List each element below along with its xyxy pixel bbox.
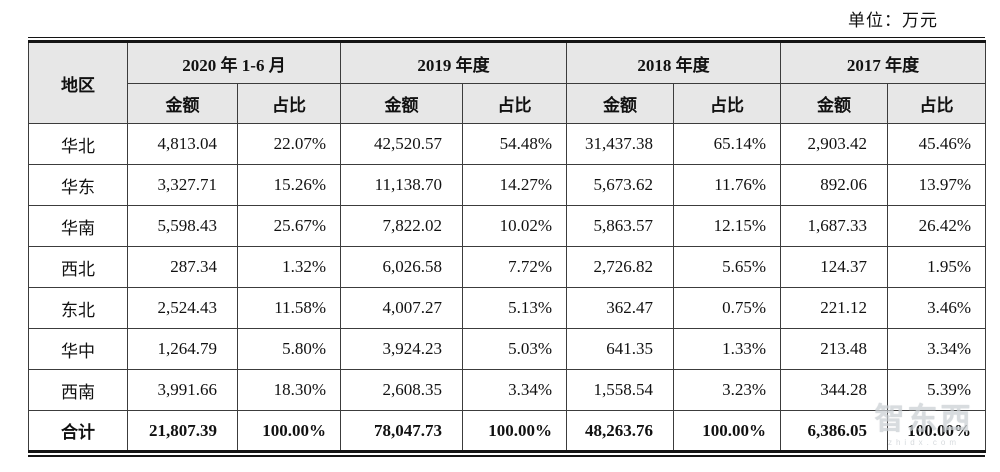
region-cell: 华北 bbox=[28, 123, 128, 165]
ratio-cell: 45.46% bbox=[887, 123, 987, 165]
col-header-amount-2019: 金额 bbox=[340, 83, 464, 124]
col-header-period-2017: 2017 年度 bbox=[780, 41, 987, 84]
amount-cell: 1,687.33 bbox=[780, 205, 889, 247]
ratio-cell: 1.33% bbox=[673, 328, 782, 370]
amount-cell: 5,673.62 bbox=[566, 164, 675, 206]
amount-cell: 287.34 bbox=[127, 246, 238, 288]
region-cell: 华南 bbox=[28, 205, 128, 247]
region-cell: 西南 bbox=[28, 369, 128, 411]
amount-cell: 78,047.73 bbox=[340, 410, 464, 452]
amount-cell: 2,726.82 bbox=[566, 246, 675, 288]
amount-cell: 213.48 bbox=[780, 328, 889, 370]
col-header-ratio-2019: 占比 bbox=[462, 83, 568, 124]
col-header-period-2019: 2019 年度 bbox=[340, 41, 568, 84]
regional-data-table: 地区 2020 年 1-6 月 2019 年度 2018 年度 2017 年度 … bbox=[28, 40, 987, 453]
col-header-amount-2018: 金额 bbox=[566, 83, 675, 124]
ratio-cell: 13.97% bbox=[887, 164, 987, 206]
ratio-cell: 3.34% bbox=[462, 369, 568, 411]
amount-cell: 124.37 bbox=[780, 246, 889, 288]
amount-cell: 892.06 bbox=[780, 164, 889, 206]
ratio-cell: 15.26% bbox=[236, 164, 342, 206]
ratio-cell: 1.95% bbox=[887, 246, 987, 288]
amount-cell: 6,386.05 bbox=[780, 410, 889, 452]
amount-cell: 1,264.79 bbox=[127, 328, 238, 370]
amount-cell: 3,924.23 bbox=[340, 328, 464, 370]
ratio-cell: 3.23% bbox=[673, 369, 782, 411]
ratio-cell: 26.42% bbox=[887, 205, 987, 247]
ratio-cell: 5.13% bbox=[462, 287, 568, 329]
ratio-cell: 10.02% bbox=[462, 205, 568, 247]
col-header-amount-2017: 金额 bbox=[780, 83, 889, 124]
col-header-region: 地区 bbox=[28, 41, 128, 124]
amount-cell: 5,863.57 bbox=[566, 205, 675, 247]
table-row-dongbei: 东北 2,524.43 11.58% 4,007.27 5.13% 362.47… bbox=[28, 287, 987, 329]
ratio-cell: 100.00% bbox=[462, 410, 568, 452]
table-row-huadong: 华东 3,327.71 15.26% 11,138.70 14.27% 5,67… bbox=[28, 164, 987, 206]
regional-data-table-wrap: 地区 2020 年 1-6 月 2019 年度 2018 年度 2017 年度 … bbox=[28, 37, 987, 457]
col-header-period-2020: 2020 年 1-6 月 bbox=[126, 41, 342, 84]
table-row-xinan: 西南 3,991.66 18.30% 2,608.35 3.34% 1,558.… bbox=[28, 369, 987, 411]
amount-cell: 2,608.35 bbox=[340, 369, 464, 411]
ratio-cell: 1.32% bbox=[236, 246, 342, 288]
amount-cell: 48,263.76 bbox=[566, 410, 675, 452]
ratio-cell: 14.27% bbox=[462, 164, 568, 206]
ratio-cell: 5.80% bbox=[236, 328, 342, 370]
amount-cell: 11,138.70 bbox=[340, 164, 464, 206]
unit-label: 单位：万元 bbox=[848, 11, 938, 30]
ratio-cell: 5.65% bbox=[673, 246, 782, 288]
region-cell-total: 合计 bbox=[28, 410, 128, 452]
region-cell: 西北 bbox=[28, 246, 128, 288]
amount-cell: 6,026.58 bbox=[340, 246, 464, 288]
ratio-cell: 100.00% bbox=[887, 410, 987, 452]
amount-cell: 7,822.02 bbox=[340, 205, 464, 247]
ratio-cell: 0.75% bbox=[673, 287, 782, 329]
ratio-cell: 3.46% bbox=[887, 287, 987, 329]
col-header-period-2018: 2018 年度 bbox=[566, 41, 782, 84]
ratio-cell: 22.07% bbox=[236, 123, 342, 165]
amount-cell: 221.12 bbox=[780, 287, 889, 329]
table-row-huazhong: 华中 1,264.79 5.80% 3,924.23 5.03% 641.35 … bbox=[28, 328, 987, 370]
amount-cell: 3,327.71 bbox=[127, 164, 238, 206]
ratio-cell: 5.39% bbox=[887, 369, 987, 411]
col-header-ratio-2017: 占比 bbox=[887, 83, 987, 124]
amount-cell: 2,524.43 bbox=[127, 287, 238, 329]
ratio-cell: 11.58% bbox=[236, 287, 342, 329]
ratio-cell: 3.34% bbox=[887, 328, 987, 370]
ratio-cell: 65.14% bbox=[673, 123, 782, 165]
table-row-total: 合计 21,807.39 100.00% 78,047.73 100.00% 4… bbox=[28, 410, 987, 452]
amount-cell: 4,007.27 bbox=[340, 287, 464, 329]
region-cell: 东北 bbox=[28, 287, 128, 329]
amount-cell: 21,807.39 bbox=[127, 410, 238, 452]
table-row-xibei: 西北 287.34 1.32% 6,026.58 7.72% 2,726.82 … bbox=[28, 246, 987, 288]
amount-cell: 42,520.57 bbox=[340, 123, 464, 165]
amount-cell: 3,991.66 bbox=[127, 369, 238, 411]
ratio-cell: 12.15% bbox=[673, 205, 782, 247]
region-cell: 华中 bbox=[28, 328, 128, 370]
ratio-cell: 7.72% bbox=[462, 246, 568, 288]
ratio-cell: 100.00% bbox=[236, 410, 342, 452]
ratio-cell: 25.67% bbox=[236, 205, 342, 247]
amount-cell: 362.47 bbox=[566, 287, 675, 329]
table-row-huanan: 华南 5,598.43 25.67% 7,822.02 10.02% 5,863… bbox=[28, 205, 987, 247]
ratio-cell: 5.03% bbox=[462, 328, 568, 370]
amount-cell: 5,598.43 bbox=[127, 205, 238, 247]
amount-cell: 1,558.54 bbox=[566, 369, 675, 411]
header-row-periods: 地区 2020 年 1-6 月 2019 年度 2018 年度 2017 年度 bbox=[28, 41, 987, 124]
amount-cell: 641.35 bbox=[566, 328, 675, 370]
ratio-cell: 54.48% bbox=[462, 123, 568, 165]
header-row-measures: 金额 占比 金额 占比 金额 占比 金额 占比 bbox=[29, 83, 987, 124]
ratio-cell: 11.76% bbox=[673, 164, 782, 206]
col-header-ratio-2018: 占比 bbox=[673, 83, 782, 124]
amount-cell: 4,813.04 bbox=[127, 123, 238, 165]
amount-cell: 2,903.42 bbox=[780, 123, 889, 165]
col-header-amount-2020: 金额 bbox=[127, 83, 238, 124]
amount-cell: 344.28 bbox=[780, 369, 889, 411]
region-cell: 华东 bbox=[28, 164, 128, 206]
table-row-huabei: 华北 4,813.04 22.07% 42,520.57 54.48% 31,4… bbox=[28, 123, 987, 165]
col-header-ratio-2020: 占比 bbox=[236, 83, 342, 124]
amount-cell: 31,437.38 bbox=[566, 123, 675, 165]
ratio-cell: 18.30% bbox=[236, 369, 342, 411]
ratio-cell: 100.00% bbox=[673, 410, 782, 452]
